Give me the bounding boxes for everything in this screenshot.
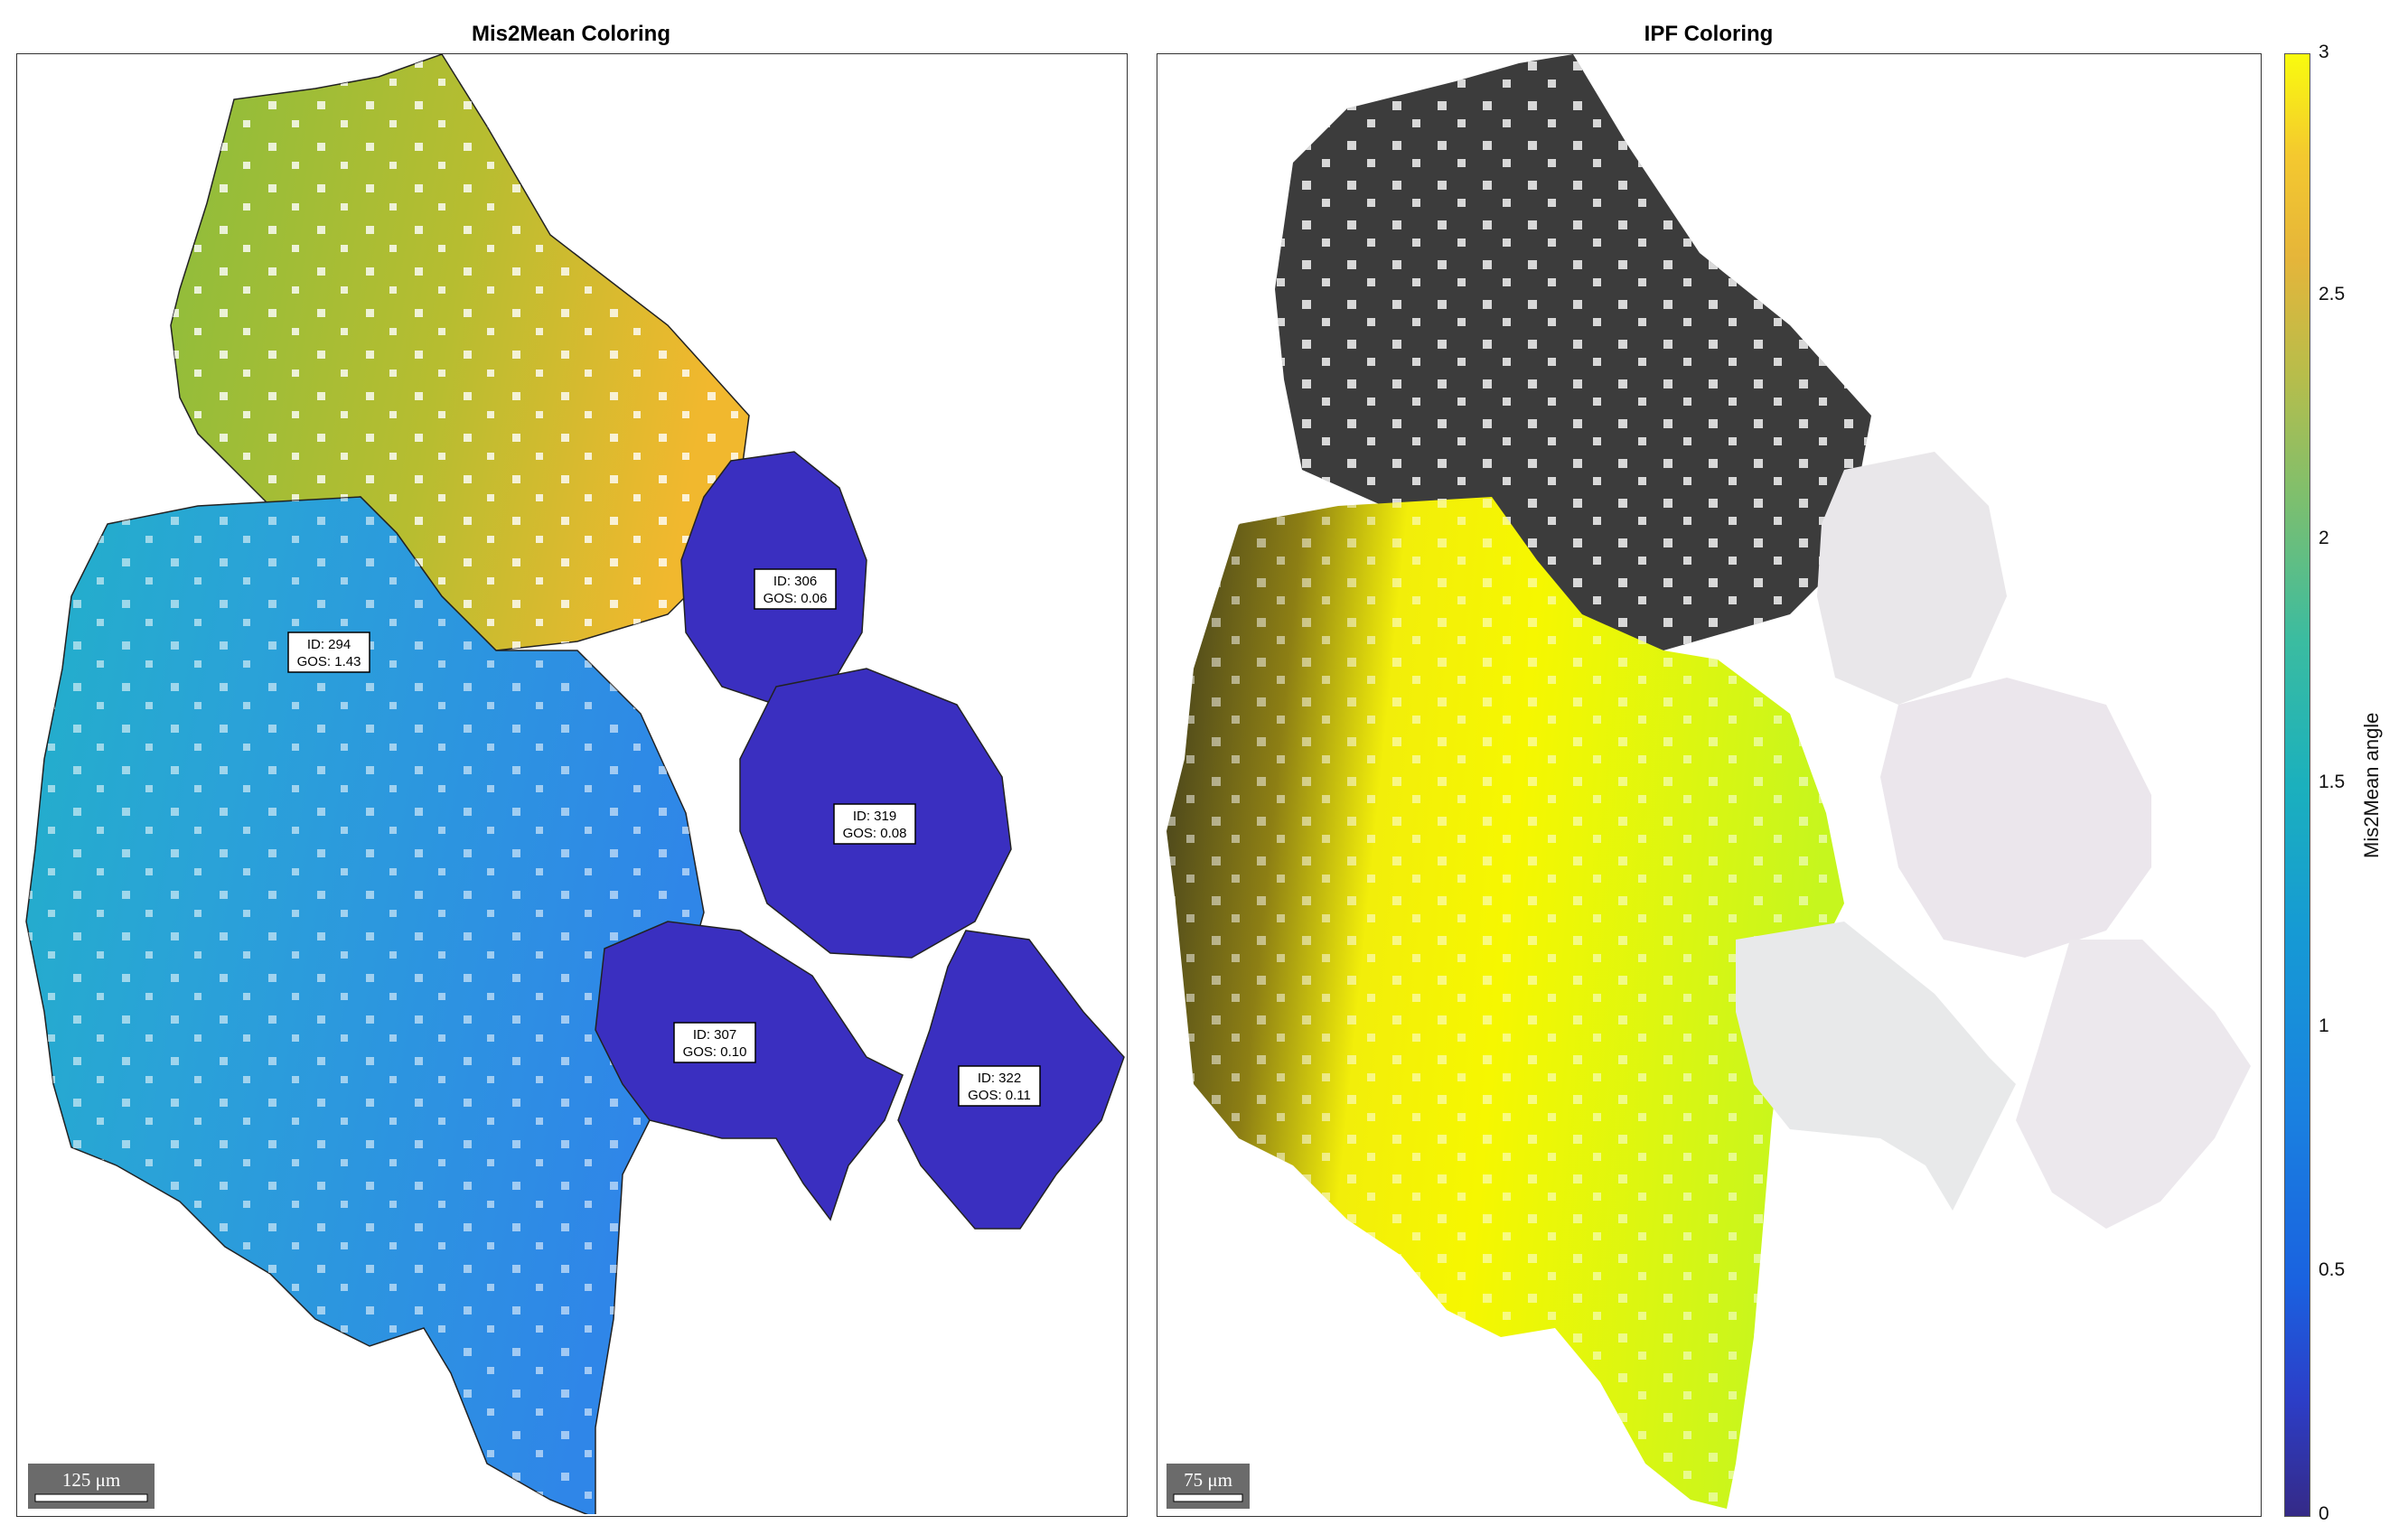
svg-text:ID: 322: ID: 322 bbox=[978, 1071, 1021, 1086]
svg-text:ID: 319: ID: 319 bbox=[853, 809, 896, 824]
colorbar-tick-0: 0 bbox=[2319, 1503, 2329, 1524]
ipf-grain-307 bbox=[1736, 922, 2016, 1211]
svg-text:GOS: 0.10: GOS: 0.10 bbox=[683, 1044, 747, 1060]
right-map-axes: 75 μm bbox=[1157, 53, 2262, 1517]
grain-label-319: ID: 319 GOS: 0.08 bbox=[833, 803, 916, 845]
svg-text:ID: 306: ID: 306 bbox=[773, 574, 817, 589]
colorbar-tick-3: 3 bbox=[2319, 42, 2329, 62]
grain-307 bbox=[595, 921, 904, 1221]
left-panel-title: Mis2Mean Coloring bbox=[471, 22, 671, 46]
grain-label-322: ID: 322 GOS: 0.11 bbox=[958, 1065, 1041, 1107]
colorbar-tick-1.5: 1.5 bbox=[2319, 772, 2346, 792]
svg-text:GOS: 0.11: GOS: 0.11 bbox=[968, 1088, 1031, 1103]
grain-label-306: ID: 306 GOS: 0.06 bbox=[754, 568, 837, 610]
grain-label-307: ID: 307 GOS: 0.10 bbox=[673, 1022, 756, 1063]
svg-text:GOS: 0.06: GOS: 0.06 bbox=[764, 591, 828, 606]
mis2mean-map: ID: 294 GOS: 1.43 ID: 306 GOS: 0.06 ID: … bbox=[25, 54, 1125, 1514]
svg-text:ID: 307: ID: 307 bbox=[693, 1027, 736, 1043]
svg-text:75 μm: 75 μm bbox=[1184, 1469, 1232, 1491]
svg-text:125 μm: 125 μm bbox=[62, 1469, 120, 1491]
ipf-grain-306 bbox=[1817, 452, 2007, 705]
colorbar-label: Mis2Mean angle bbox=[2360, 712, 2383, 858]
svg-text:ID: 294: ID: 294 bbox=[307, 637, 351, 652]
colorbar bbox=[2284, 53, 2310, 1517]
ipf-grain-319 bbox=[1880, 678, 2151, 958]
colorbar-tick-2.5: 2.5 bbox=[2319, 284, 2346, 304]
right-scalebar: 75 μm bbox=[1167, 1464, 1250, 1509]
colorbar-tick-1: 1 bbox=[2319, 1015, 2329, 1036]
left-map-axes: ID: 294 GOS: 1.43 ID: 306 GOS: 0.06 ID: … bbox=[16, 53, 1128, 1517]
ipf-map: 75 μm bbox=[1167, 54, 2251, 1509]
left-scalebar: 125 μm bbox=[28, 1464, 155, 1509]
svg-text:GOS: 0.08: GOS: 0.08 bbox=[843, 826, 907, 841]
grain-label-294: ID: 294 GOS: 1.43 bbox=[287, 632, 370, 673]
colorbar-tick-0.5: 0.5 bbox=[2319, 1259, 2346, 1280]
right-panel-title: IPF Coloring bbox=[1644, 22, 1774, 46]
ipf-grain-322 bbox=[2016, 940, 2251, 1229]
svg-text:GOS: 1.43: GOS: 1.43 bbox=[297, 654, 361, 669]
colorbar-tick-2: 2 bbox=[2319, 528, 2329, 548]
